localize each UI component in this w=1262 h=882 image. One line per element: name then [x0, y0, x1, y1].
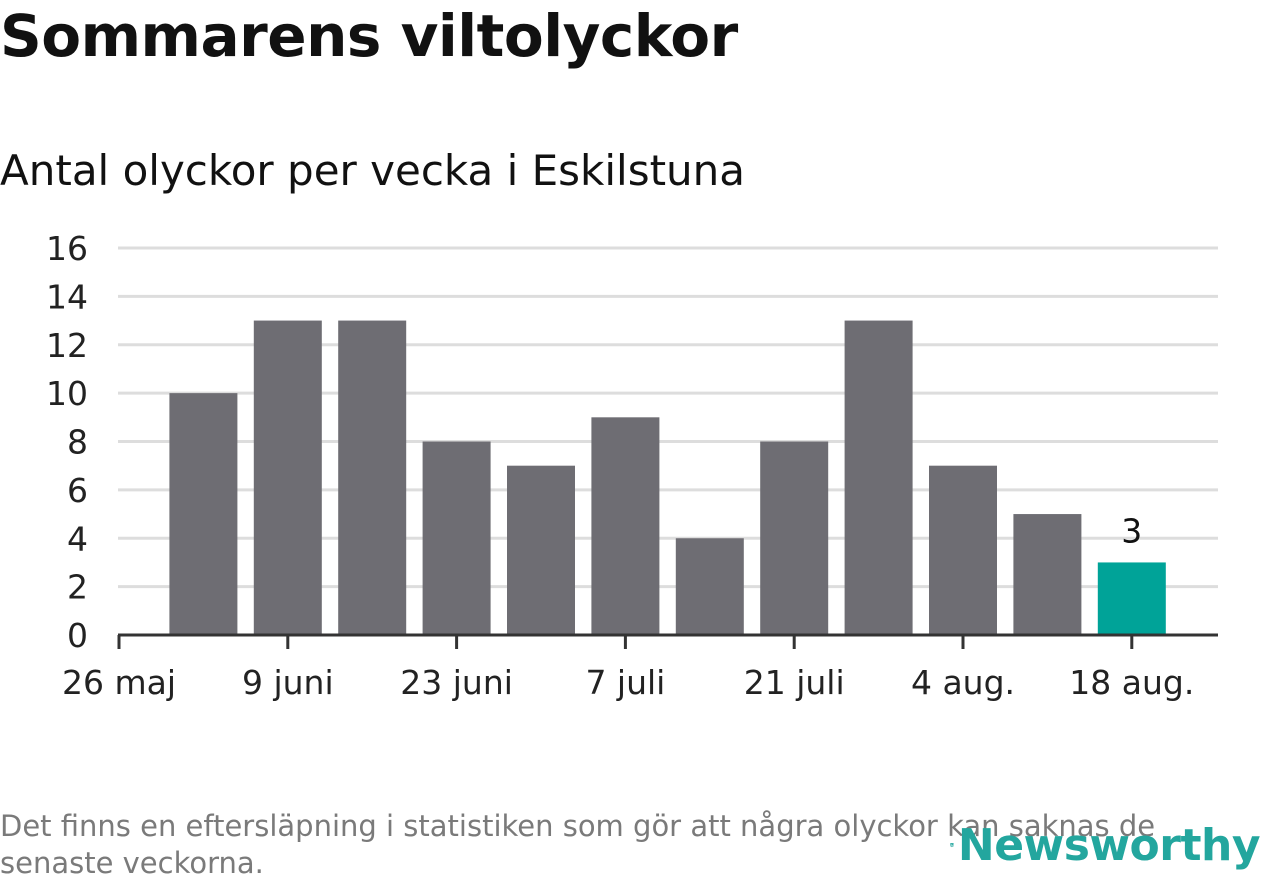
logo-text: Newsworthy [958, 820, 1260, 871]
bar [338, 321, 406, 635]
x-tick-label: 9 juni [242, 663, 334, 702]
x-tick-label: 23 juni [400, 663, 513, 702]
y-tick-label: 10 [46, 374, 88, 413]
y-tick-label: 4 [67, 519, 88, 558]
bar-chart-pin-icon [950, 813, 954, 877]
y-tick-label: 8 [67, 423, 88, 462]
bar [929, 466, 997, 635]
y-tick-label: 6 [67, 471, 88, 510]
y-tick-label: 14 [46, 277, 88, 316]
bar [169, 393, 237, 635]
highlight-bar [1098, 562, 1166, 635]
bar [760, 442, 828, 636]
x-tick-label: 21 juli [744, 663, 845, 702]
y-tick-label: 2 [67, 568, 88, 607]
bar [845, 321, 913, 635]
bar-chart: 0 2 4 6 8 10 12 14 16 3 26 maj 9 juni 23 juni 7 juli 2… [0, 0, 1262, 760]
bar [254, 321, 322, 635]
x-tick-label: 4 aug. [911, 663, 1015, 702]
y-tick-label: 16 [46, 229, 88, 268]
x-tick-label: 7 juli [585, 663, 665, 702]
bar [1013, 514, 1081, 635]
newsworthy-logo: Newsworthy [950, 812, 1260, 878]
bar [423, 442, 491, 636]
y-tick-label: 0 [67, 616, 88, 655]
bar [507, 466, 575, 635]
data-label: 3 [1121, 511, 1142, 550]
bar [591, 417, 659, 635]
bar [676, 538, 744, 635]
y-tick-label: 12 [46, 326, 88, 365]
x-tick-label: 18 aug. [1069, 663, 1194, 702]
x-tick-label: 26 maj [62, 663, 176, 702]
